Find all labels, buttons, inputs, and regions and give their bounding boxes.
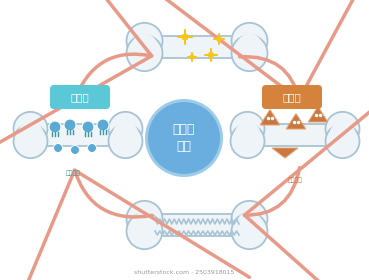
Circle shape — [236, 34, 263, 60]
FancyArrowPatch shape — [0, 0, 152, 157]
Circle shape — [108, 124, 142, 158]
Circle shape — [145, 99, 223, 177]
Circle shape — [234, 122, 261, 148]
Polygon shape — [272, 148, 298, 158]
Circle shape — [14, 124, 48, 158]
Text: 骨形成: 骨形成 — [70, 92, 89, 102]
Circle shape — [17, 122, 44, 148]
FancyBboxPatch shape — [262, 85, 322, 109]
Circle shape — [329, 122, 356, 148]
Circle shape — [231, 213, 268, 249]
Bar — [145, 36, 249, 58]
Circle shape — [231, 23, 268, 59]
Polygon shape — [260, 109, 280, 125]
Circle shape — [112, 122, 139, 148]
Bar — [31, 124, 125, 146]
Circle shape — [82, 121, 94, 133]
Circle shape — [231, 112, 265, 146]
Circle shape — [108, 112, 142, 146]
Text: 破骨細胞: 破骨細胞 — [287, 177, 303, 183]
Text: shutterstock.com · 2503918015: shutterstock.com · 2503918015 — [134, 269, 234, 274]
Circle shape — [127, 35, 162, 71]
Text: 骨芽細胞: 骨芽細胞 — [66, 170, 80, 176]
Circle shape — [127, 201, 162, 237]
Circle shape — [14, 112, 48, 146]
Text: 骨吾収: 骨吾収 — [283, 92, 301, 102]
Circle shape — [231, 201, 268, 237]
FancyBboxPatch shape — [50, 85, 110, 109]
Polygon shape — [286, 114, 306, 129]
Circle shape — [64, 119, 76, 131]
Circle shape — [70, 146, 79, 155]
Bar — [248, 124, 342, 146]
Text: 骨代謝
回転: 骨代謝 回転 — [173, 123, 195, 153]
Circle shape — [87, 144, 97, 153]
Circle shape — [131, 34, 158, 60]
Polygon shape — [308, 107, 328, 122]
Circle shape — [231, 35, 268, 71]
Bar — [145, 214, 249, 236]
FancyArrowPatch shape — [0, 170, 249, 280]
Circle shape — [325, 112, 359, 146]
Circle shape — [148, 102, 220, 174]
Circle shape — [231, 124, 265, 158]
Circle shape — [49, 121, 61, 133]
Circle shape — [325, 124, 359, 158]
Circle shape — [127, 213, 162, 249]
FancyArrowPatch shape — [244, 85, 369, 280]
Circle shape — [97, 119, 109, 131]
FancyArrowPatch shape — [135, 0, 369, 100]
Circle shape — [127, 23, 162, 59]
Circle shape — [131, 212, 158, 238]
Circle shape — [54, 144, 62, 153]
Circle shape — [236, 212, 263, 238]
